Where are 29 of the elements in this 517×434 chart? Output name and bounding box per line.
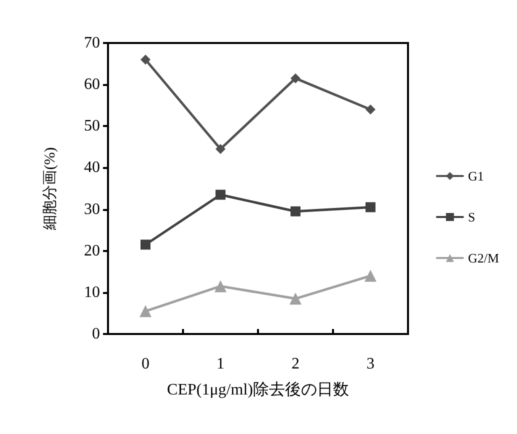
point bbox=[364, 270, 376, 282]
point bbox=[290, 206, 300, 216]
x-tick-label: 3 bbox=[366, 356, 374, 372]
y-tick-label: 20 bbox=[84, 242, 100, 260]
y-tick-label: 60 bbox=[84, 76, 100, 94]
y-tick-label: 50 bbox=[84, 118, 100, 135]
legend-label: G2/M bbox=[468, 250, 500, 266]
y-tick-label: 10 bbox=[84, 284, 100, 301]
point bbox=[366, 104, 376, 115]
x-axis-title: CEP(1μg/ml)除去後の日数 bbox=[167, 380, 349, 398]
x-tick-label: 2 bbox=[292, 356, 300, 372]
point bbox=[214, 280, 226, 292]
x-tick-label: 0 bbox=[142, 356, 150, 372]
legend-label: S bbox=[468, 210, 476, 224]
point bbox=[140, 54, 150, 65]
y-tick-label: 70 bbox=[84, 34, 100, 52]
point bbox=[140, 240, 150, 250]
legend-label: G1 bbox=[468, 168, 484, 184]
y-tick-label: 0 bbox=[92, 326, 100, 342]
point bbox=[290, 292, 302, 305]
x-tick-label: 1 bbox=[216, 356, 224, 372]
point bbox=[366, 202, 376, 212]
point bbox=[216, 144, 226, 154]
point bbox=[216, 190, 226, 200]
y-tick-label: 30 bbox=[84, 200, 100, 218]
y-axis-title: 細胞分画(%) bbox=[42, 147, 58, 231]
point bbox=[290, 73, 300, 84]
point bbox=[140, 305, 152, 318]
y-tick-label: 40 bbox=[84, 159, 100, 176]
